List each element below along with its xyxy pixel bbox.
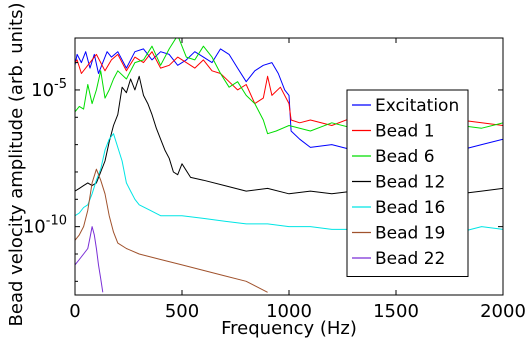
x-tick-label: 0 — [69, 301, 80, 322]
legend-label: Bead 12 — [375, 173, 445, 193]
legend-label: Bead 19 — [375, 224, 445, 244]
x-axis-label: Frequency (Hz) — [221, 318, 357, 338]
legend-label: Bead 22 — [375, 249, 445, 269]
legend-label: Bead 6 — [375, 147, 435, 167]
legend-label: Bead 1 — [375, 122, 435, 142]
y-axis-label: Bead velocity amplitude (arb. units) — [6, 3, 27, 327]
y-tick-label: 10-5 — [31, 77, 67, 101]
ticks-layer: 0 500 1000 1500 2000 10-10 10-5 — [23, 38, 526, 322]
x-tick-label: 1500 — [373, 301, 419, 322]
x-tick-label: 1000 — [266, 301, 312, 322]
legend-label: Excitation — [375, 96, 459, 116]
legend-box — [346, 89, 469, 277]
legend: Excitation Bead 1 Bead 6 Bead 12 Bead 16 Bead… — [346, 89, 469, 277]
x-tick-label: 500 — [165, 301, 199, 322]
series-line-bead-19 — [75, 168, 268, 293]
series-line-bead-22 — [75, 226, 104, 293]
x-tick-label: 2000 — [480, 301, 526, 322]
y-tick-label: 10-10 — [23, 214, 67, 238]
legend-label: Bead 16 — [375, 198, 445, 218]
